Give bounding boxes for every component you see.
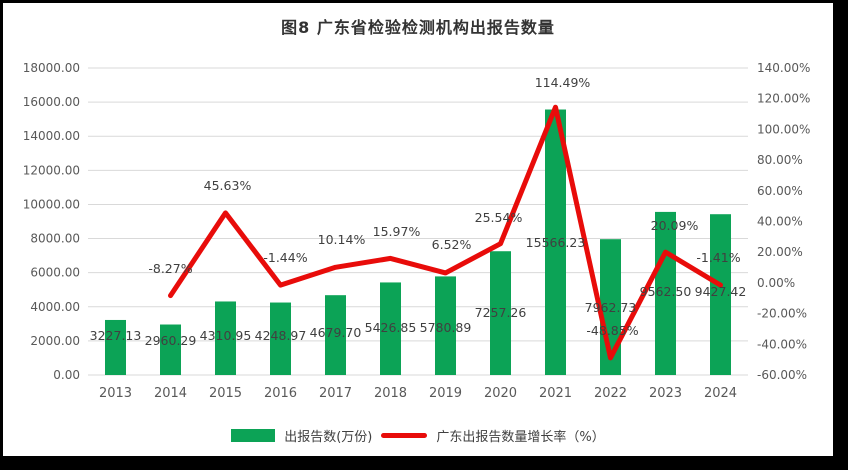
growth-rate-label: 15.97% — [373, 224, 421, 239]
x-axis-label: 2023 — [649, 386, 682, 401]
bar-value-label: 2960.29 — [145, 333, 197, 348]
x-axis-label: 2024 — [704, 386, 737, 401]
screenshot-border-bottom — [0, 456, 848, 470]
right-axis-tick-label: -60.00% — [757, 368, 807, 382]
growth-rate-line — [168, 104, 723, 361]
x-axis-label: 2015 — [209, 386, 242, 401]
right-axis-tick-label: 140.00% — [757, 61, 810, 75]
right-axis-tick-label: 80.00% — [757, 153, 803, 167]
growth-rate-label: 114.49% — [535, 75, 591, 90]
bar-value-label: 4679.70 — [310, 325, 362, 340]
chart-title: 图8 广东省检验检测机构出报告数量 — [281, 18, 555, 37]
bar-value-label: 7962.73 — [585, 300, 637, 315]
bar-value-label: 7257.26 — [475, 305, 527, 320]
bar-value-label: 15566.23 — [526, 235, 586, 250]
right-axis-tick-label: 120.00% — [757, 92, 810, 106]
bar-value-label: 5426.85 — [365, 320, 417, 335]
growth-rate-label: 10.14% — [318, 232, 366, 247]
growth-rate-label: -1.44% — [263, 250, 307, 265]
screenshot-border-left — [0, 0, 3, 470]
x-axis-label: 2014 — [154, 386, 187, 401]
left-axis-tick-label: 16000.00 — [23, 95, 80, 109]
bar-2013 — [105, 319, 126, 375]
bar-value-label: 3227.13 — [90, 328, 142, 343]
left-axis-tick-label: 18000.00 — [23, 61, 80, 75]
left-axis-tick-label: 2000.00 — [30, 334, 80, 348]
growth-rate-label: 20.09% — [651, 218, 699, 233]
x-axis-label: 2019 — [429, 386, 462, 401]
line-series-label: 广东出报告数量增长率（%） — [436, 430, 605, 445]
growth-rate-label: 25.54% — [475, 210, 523, 225]
x-axis-label: 2020 — [484, 386, 517, 401]
growth-rate-label: 6.52% — [432, 237, 472, 252]
right-axis-tick-label: -40.00% — [757, 337, 807, 351]
x-axis-label: 2013 — [99, 386, 132, 401]
bar-2014 — [160, 324, 181, 375]
right-axis-tick-label: -20.00% — [757, 307, 807, 321]
left-axis-tick-label: 10000.00 — [23, 197, 80, 211]
right-axis-tick-label: 60.00% — [757, 184, 803, 198]
bar-value-label: 9427.42 — [695, 284, 747, 299]
bar-value-label: 9562.50 — [640, 284, 692, 299]
x-axis-label: 2018 — [374, 386, 407, 401]
bar-2021 — [545, 109, 566, 375]
right-axis-tick-label: 40.00% — [757, 215, 803, 229]
line-series-swatch — [381, 433, 428, 438]
left-axis-tick-label: 12000.00 — [23, 163, 80, 177]
left-axis-tick-label: 0.00 — [53, 368, 80, 382]
left-axis-tick-label: 6000.00 — [30, 266, 80, 280]
left-axis-tick-label: 14000.00 — [23, 129, 80, 143]
bar-value-label: 5780.89 — [420, 320, 472, 335]
x-axis-label: 2017 — [319, 386, 352, 401]
x-axis-label: 2022 — [594, 386, 627, 401]
right-axis-tick-label: 0.00% — [757, 276, 795, 290]
left-axis-tick-label: 4000.00 — [30, 300, 80, 314]
bar-series-label: 出报告数(万份) — [284, 430, 373, 445]
left-axis-tick-label: 8000.00 — [30, 232, 80, 246]
bar-2016 — [270, 302, 291, 375]
bar-2017 — [325, 295, 346, 375]
screenshot-border-top — [0, 0, 848, 3]
x-axis-label: 2021 — [539, 386, 572, 401]
growth-rate-label: 45.63% — [204, 178, 252, 193]
bar-value-label: 4310.95 — [200, 328, 252, 343]
bar-2018 — [380, 282, 401, 375]
legend: 出报告数(万份) 广东出报告数量增长率（%） — [0, 426, 836, 445]
bar-2020 — [490, 251, 511, 375]
right-axis-tick-label: 20.00% — [757, 245, 803, 259]
growth-rate-label: -48.85% — [586, 323, 638, 338]
right-axis-tick-label: 100.00% — [757, 122, 810, 136]
growth-rate-label: -8.27% — [148, 261, 192, 276]
screenshot-border-right — [833, 0, 848, 470]
growth-rate-label: -1.41% — [696, 250, 740, 265]
bar-2024 — [710, 214, 731, 375]
x-axis-label: 2016 — [264, 386, 297, 401]
bar-2019 — [435, 276, 456, 375]
bar-value-label: 4248.97 — [255, 328, 307, 343]
bar-series-swatch — [231, 429, 276, 442]
bar-2015 — [215, 301, 236, 375]
